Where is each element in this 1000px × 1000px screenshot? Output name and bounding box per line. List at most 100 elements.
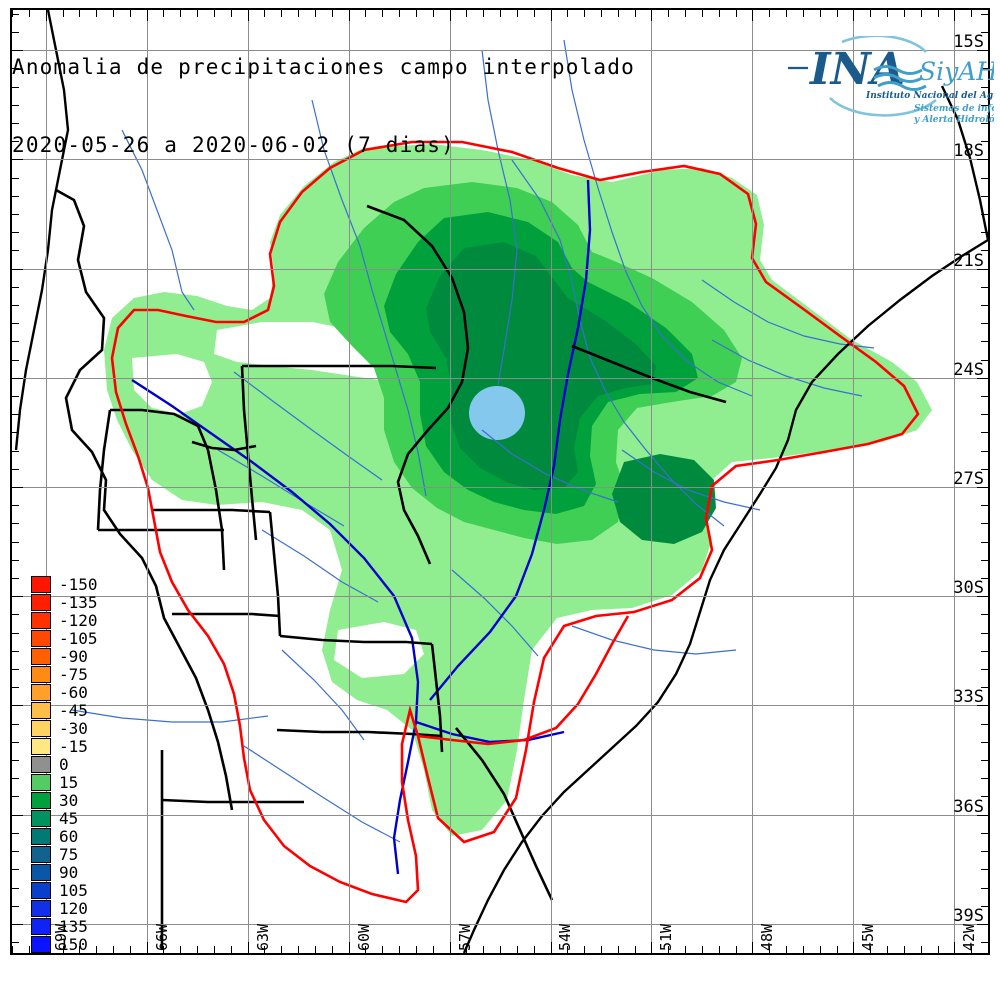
tick-lat <box>977 814 988 816</box>
gridline-lat-30S <box>12 596 988 598</box>
tick-lon <box>62 10 64 17</box>
tick-lon <box>213 10 215 17</box>
tick-lon <box>516 10 518 17</box>
tick-lat <box>981 414 988 416</box>
legend-value-label: 60 <box>59 827 79 846</box>
lat-label-30S: 30S <box>953 578 984 599</box>
lat-label-18S: 18S <box>953 141 984 162</box>
tick-lat <box>12 705 23 707</box>
ina-logo-svg: INA SiyAH Instituto Nacional del Agua Si… <box>788 34 1000 125</box>
tick-lat <box>981 869 988 871</box>
gridline-lat-33S <box>12 705 988 707</box>
tick-lat <box>981 104 988 106</box>
tick-lat <box>12 687 19 689</box>
tick-lon <box>331 10 333 17</box>
tick-lat <box>12 50 23 52</box>
tick-lon <box>331 946 333 953</box>
tick-lat <box>12 578 19 579</box>
tick-lon <box>685 10 687 17</box>
tick-lat <box>12 414 19 416</box>
tick-lon <box>466 946 468 953</box>
tick-lat <box>12 377 23 379</box>
logo-arc-lower <box>829 97 937 117</box>
tick-lon <box>197 10 199 17</box>
country-borders <box>110 140 920 904</box>
gridline-lon-51W <box>651 10 653 953</box>
tick-lat <box>12 760 19 761</box>
gridline-lat-15S <box>12 50 988 52</box>
tick-lon <box>786 10 788 17</box>
tick-lat <box>977 923 988 925</box>
lon-label-57W: 57W <box>455 923 474 951</box>
legend-value-label: -75 <box>59 665 88 684</box>
tick-lon <box>45 10 47 21</box>
tick-lon <box>601 10 602 17</box>
lat-label-39S: 39S <box>953 905 984 926</box>
legend-value-label: 150 <box>59 935 88 954</box>
tick-lon <box>786 946 788 953</box>
lon-label-45W: 45W <box>859 923 878 951</box>
legend-swatch <box>31 576 51 593</box>
tick-lon <box>584 946 586 953</box>
tick-lat <box>981 650 988 652</box>
tick-lat <box>12 323 19 325</box>
tick-lat <box>981 632 988 634</box>
gridline-lon-60W <box>348 10 350 953</box>
gridline-lon-57W <box>449 10 451 953</box>
gridline-lon-54W <box>550 10 552 953</box>
tick-lon <box>651 942 653 953</box>
tick-lon <box>887 946 888 953</box>
legend-value-label: -15 <box>59 737 88 756</box>
tick-lon <box>836 10 838 17</box>
tick-lon <box>668 10 670 17</box>
tick-lon <box>802 946 804 953</box>
gridline-lon-48W <box>752 10 754 953</box>
tick-lon <box>348 10 350 21</box>
tick-lon <box>79 946 81 953</box>
tick-lat <box>977 596 988 598</box>
tick-lat <box>981 741 988 743</box>
legend-value-label: -120 <box>59 611 98 630</box>
tick-lat <box>12 487 23 488</box>
tick-lon <box>516 946 518 953</box>
tick-lat <box>12 905 19 907</box>
tick-lat <box>981 304 988 306</box>
tick-lat <box>12 505 19 507</box>
tick-lon <box>769 946 771 953</box>
tick-lon <box>483 946 485 953</box>
tick-lon <box>415 10 417 17</box>
tick-lon <box>718 10 720 17</box>
tick-lon <box>802 10 804 17</box>
tick-lon <box>500 10 501 17</box>
tick-lat <box>12 851 19 853</box>
tick-lon <box>230 10 232 17</box>
tick-lon <box>769 10 771 17</box>
legend-swatch <box>31 756 51 773</box>
tick-lon <box>903 946 905 953</box>
tick-lon <box>466 10 468 17</box>
tick-lon <box>718 946 720 953</box>
tick-lat <box>981 796 988 798</box>
tick-lon <box>483 10 485 17</box>
legend-swatch <box>31 594 51 611</box>
tick-lon <box>432 946 434 953</box>
tick-lon <box>281 10 283 17</box>
tick-lon <box>550 942 552 953</box>
river-network-minor <box>71 39 875 843</box>
tick-lat <box>981 905 988 907</box>
lon-label-54W: 54W <box>556 923 575 951</box>
tick-lon <box>903 10 905 17</box>
tick-lon <box>920 10 922 17</box>
tick-lat <box>12 286 19 288</box>
legend-value-label: -150 <box>59 575 98 594</box>
tick-lat <box>977 268 988 270</box>
legend-swatch <box>31 720 51 737</box>
tick-lat <box>12 359 19 361</box>
tick-lon <box>819 946 821 953</box>
tick-lat <box>981 359 988 361</box>
ina-siyah-logo: INA SiyAH Instituto Nacional del Agua Si… <box>786 34 1000 140</box>
tick-lon <box>668 946 670 953</box>
tick-lat <box>977 487 988 488</box>
tick-lat <box>981 232 988 234</box>
gridline-lon-69W <box>45 10 47 953</box>
